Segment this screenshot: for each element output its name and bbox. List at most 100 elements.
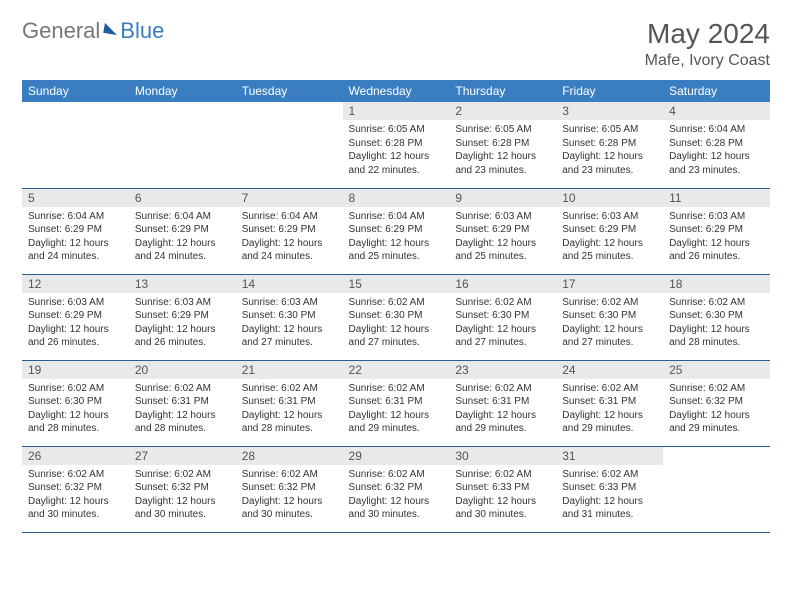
- day-number: 6: [129, 189, 236, 207]
- calendar-cell: 15Sunrise: 6:02 AMSunset: 6:30 PMDayligh…: [343, 274, 450, 360]
- day-info: Sunrise: 6:02 AMSunset: 6:32 PMDaylight:…: [663, 379, 770, 440]
- day-info: Sunrise: 6:02 AMSunset: 6:32 PMDaylight:…: [22, 465, 129, 526]
- day-number: 31: [556, 447, 663, 465]
- day-info: Sunrise: 6:04 AMSunset: 6:29 PMDaylight:…: [129, 207, 236, 268]
- day-info: Sunrise: 6:02 AMSunset: 6:31 PMDaylight:…: [343, 379, 450, 440]
- day-info: Sunrise: 6:02 AMSunset: 6:30 PMDaylight:…: [343, 293, 450, 354]
- day-info: Sunrise: 6:03 AMSunset: 6:29 PMDaylight:…: [129, 293, 236, 354]
- day-number: 16: [449, 275, 556, 293]
- day-number: 25: [663, 361, 770, 379]
- day-number: 15: [343, 275, 450, 293]
- calendar-cell: 10Sunrise: 6:03 AMSunset: 6:29 PMDayligh…: [556, 188, 663, 274]
- day-info: Sunrise: 6:04 AMSunset: 6:29 PMDaylight:…: [22, 207, 129, 268]
- calendar-cell: 23Sunrise: 6:02 AMSunset: 6:31 PMDayligh…: [449, 360, 556, 446]
- day-number: 21: [236, 361, 343, 379]
- calendar-cell: [236, 102, 343, 188]
- day-number: 17: [556, 275, 663, 293]
- day-number: 1: [343, 102, 450, 120]
- calendar-cell: 6Sunrise: 6:04 AMSunset: 6:29 PMDaylight…: [129, 188, 236, 274]
- weekday-header: Wednesday: [343, 80, 450, 102]
- day-number: 26: [22, 447, 129, 465]
- calendar-cell: 27Sunrise: 6:02 AMSunset: 6:32 PMDayligh…: [129, 446, 236, 532]
- day-number: 4: [663, 102, 770, 120]
- day-info: Sunrise: 6:03 AMSunset: 6:30 PMDaylight:…: [236, 293, 343, 354]
- weekday-header: Monday: [129, 80, 236, 102]
- calendar-cell: 14Sunrise: 6:03 AMSunset: 6:30 PMDayligh…: [236, 274, 343, 360]
- day-number: 10: [556, 189, 663, 207]
- calendar-cell: [663, 446, 770, 532]
- location: Mafe, Ivory Coast: [645, 52, 770, 70]
- day-number: 20: [129, 361, 236, 379]
- day-number: 29: [343, 447, 450, 465]
- day-info: Sunrise: 6:03 AMSunset: 6:29 PMDaylight:…: [22, 293, 129, 354]
- calendar-cell: 29Sunrise: 6:02 AMSunset: 6:32 PMDayligh…: [343, 446, 450, 532]
- day-number: 30: [449, 447, 556, 465]
- day-number: 9: [449, 189, 556, 207]
- day-info: Sunrise: 6:02 AMSunset: 6:31 PMDaylight:…: [236, 379, 343, 440]
- calendar-cell: 30Sunrise: 6:02 AMSunset: 6:33 PMDayligh…: [449, 446, 556, 532]
- day-info: Sunrise: 6:02 AMSunset: 6:30 PMDaylight:…: [22, 379, 129, 440]
- calendar-cell: 21Sunrise: 6:02 AMSunset: 6:31 PMDayligh…: [236, 360, 343, 446]
- day-info: Sunrise: 6:02 AMSunset: 6:32 PMDaylight:…: [129, 465, 236, 526]
- day-number: 13: [129, 275, 236, 293]
- sail-icon: [104, 23, 120, 35]
- day-number: 14: [236, 275, 343, 293]
- day-number: 27: [129, 447, 236, 465]
- calendar-cell: 20Sunrise: 6:02 AMSunset: 6:31 PMDayligh…: [129, 360, 236, 446]
- weekday-row: SundayMondayTuesdayWednesdayThursdayFrid…: [22, 80, 770, 102]
- calendar-cell: 8Sunrise: 6:04 AMSunset: 6:29 PMDaylight…: [343, 188, 450, 274]
- calendar-row: 12Sunrise: 6:03 AMSunset: 6:29 PMDayligh…: [22, 274, 770, 360]
- day-number: 18: [663, 275, 770, 293]
- day-info: Sunrise: 6:04 AMSunset: 6:29 PMDaylight:…: [236, 207, 343, 268]
- calendar-cell: 12Sunrise: 6:03 AMSunset: 6:29 PMDayligh…: [22, 274, 129, 360]
- calendar-cell: 9Sunrise: 6:03 AMSunset: 6:29 PMDaylight…: [449, 188, 556, 274]
- day-number: 8: [343, 189, 450, 207]
- day-info: Sunrise: 6:02 AMSunset: 6:31 PMDaylight:…: [449, 379, 556, 440]
- day-info: Sunrise: 6:02 AMSunset: 6:31 PMDaylight:…: [129, 379, 236, 440]
- calendar-row: 26Sunrise: 6:02 AMSunset: 6:32 PMDayligh…: [22, 446, 770, 532]
- day-info: Sunrise: 6:02 AMSunset: 6:32 PMDaylight:…: [236, 465, 343, 526]
- calendar-cell: 19Sunrise: 6:02 AMSunset: 6:30 PMDayligh…: [22, 360, 129, 446]
- day-info: Sunrise: 6:03 AMSunset: 6:29 PMDaylight:…: [556, 207, 663, 268]
- day-info: Sunrise: 6:04 AMSunset: 6:28 PMDaylight:…: [663, 120, 770, 181]
- calendar-cell: 16Sunrise: 6:02 AMSunset: 6:30 PMDayligh…: [449, 274, 556, 360]
- day-info: Sunrise: 6:02 AMSunset: 6:30 PMDaylight:…: [663, 293, 770, 354]
- day-number: 19: [22, 361, 129, 379]
- calendar-row: 1Sunrise: 6:05 AMSunset: 6:28 PMDaylight…: [22, 102, 770, 188]
- day-number: 28: [236, 447, 343, 465]
- day-info: Sunrise: 6:02 AMSunset: 6:31 PMDaylight:…: [556, 379, 663, 440]
- calendar-cell: 24Sunrise: 6:02 AMSunset: 6:31 PMDayligh…: [556, 360, 663, 446]
- title-block: May 2024 Mafe, Ivory Coast: [645, 18, 770, 70]
- weekday-header: Saturday: [663, 80, 770, 102]
- day-info: Sunrise: 6:02 AMSunset: 6:33 PMDaylight:…: [556, 465, 663, 526]
- calendar-cell: 2Sunrise: 6:05 AMSunset: 6:28 PMDaylight…: [449, 102, 556, 188]
- calendar-cell: 22Sunrise: 6:02 AMSunset: 6:31 PMDayligh…: [343, 360, 450, 446]
- day-info: Sunrise: 6:04 AMSunset: 6:29 PMDaylight:…: [343, 207, 450, 268]
- calendar-cell: 3Sunrise: 6:05 AMSunset: 6:28 PMDaylight…: [556, 102, 663, 188]
- header: General Blue May 2024 Mafe, Ivory Coast: [22, 18, 770, 70]
- calendar-cell: 1Sunrise: 6:05 AMSunset: 6:28 PMDaylight…: [343, 102, 450, 188]
- day-number: 3: [556, 102, 663, 120]
- logo-text-general: General: [22, 18, 100, 44]
- calendar-cell: 31Sunrise: 6:02 AMSunset: 6:33 PMDayligh…: [556, 446, 663, 532]
- day-info: Sunrise: 6:02 AMSunset: 6:33 PMDaylight:…: [449, 465, 556, 526]
- calendar-cell: 25Sunrise: 6:02 AMSunset: 6:32 PMDayligh…: [663, 360, 770, 446]
- calendar-cell: 11Sunrise: 6:03 AMSunset: 6:29 PMDayligh…: [663, 188, 770, 274]
- day-number: 11: [663, 189, 770, 207]
- calendar-cell: 26Sunrise: 6:02 AMSunset: 6:32 PMDayligh…: [22, 446, 129, 532]
- day-info: Sunrise: 6:02 AMSunset: 6:32 PMDaylight:…: [343, 465, 450, 526]
- calendar-cell: 28Sunrise: 6:02 AMSunset: 6:32 PMDayligh…: [236, 446, 343, 532]
- month-title: May 2024: [645, 18, 770, 50]
- calendar-head: SundayMondayTuesdayWednesdayThursdayFrid…: [22, 80, 770, 102]
- calendar-cell: [22, 102, 129, 188]
- day-info: Sunrise: 6:03 AMSunset: 6:29 PMDaylight:…: [663, 207, 770, 268]
- calendar-cell: 18Sunrise: 6:02 AMSunset: 6:30 PMDayligh…: [663, 274, 770, 360]
- weekday-header: Sunday: [22, 80, 129, 102]
- day-info: Sunrise: 6:02 AMSunset: 6:30 PMDaylight:…: [556, 293, 663, 354]
- day-number: 5: [22, 189, 129, 207]
- logo: General Blue: [22, 18, 164, 44]
- calendar-cell: 17Sunrise: 6:02 AMSunset: 6:30 PMDayligh…: [556, 274, 663, 360]
- day-info: Sunrise: 6:05 AMSunset: 6:28 PMDaylight:…: [449, 120, 556, 181]
- calendar-table: SundayMondayTuesdayWednesdayThursdayFrid…: [22, 80, 770, 533]
- day-info: Sunrise: 6:05 AMSunset: 6:28 PMDaylight:…: [556, 120, 663, 181]
